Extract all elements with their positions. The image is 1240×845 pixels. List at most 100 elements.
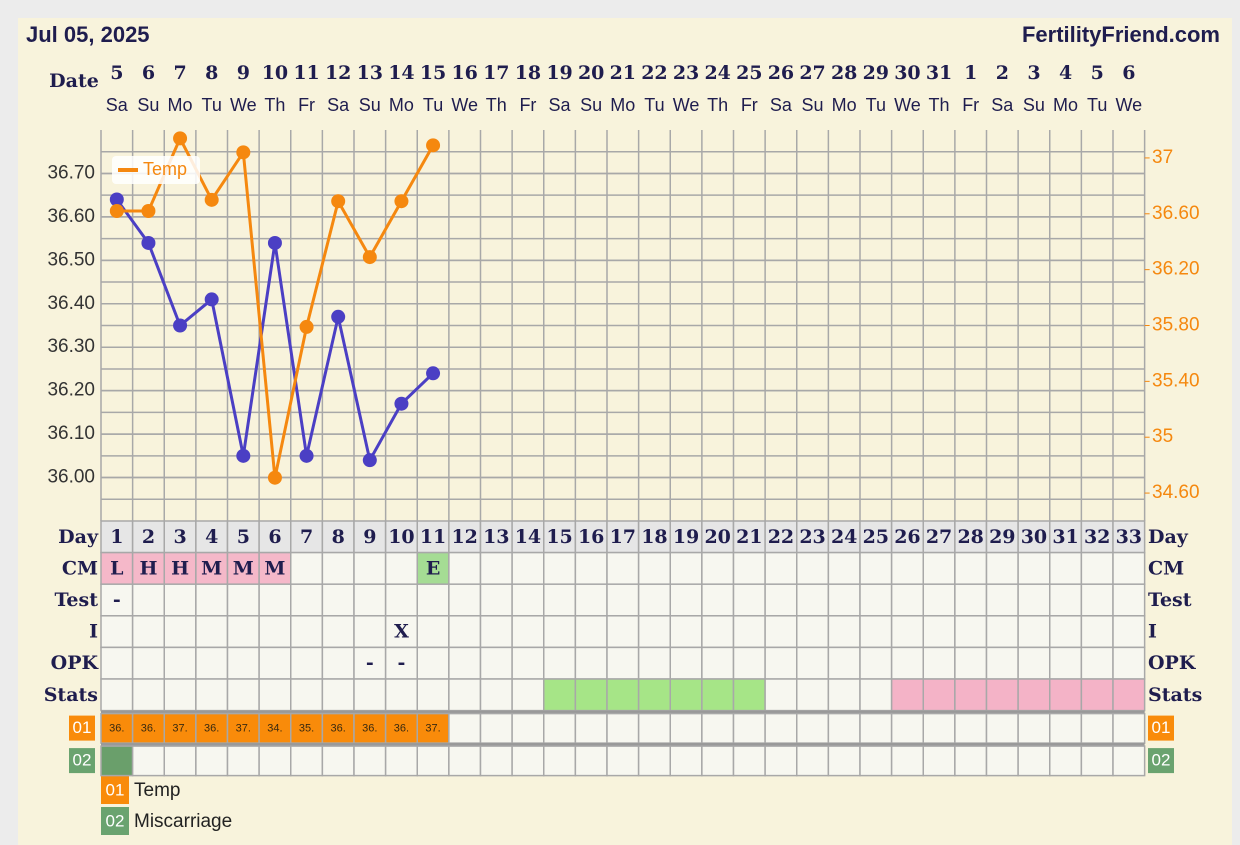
table-cell [985,520,1019,554]
table-cell [479,678,513,712]
table-cell [764,583,798,617]
table-cell [637,520,671,554]
custom-cell [1112,745,1146,777]
cell-text: 16 [578,526,604,548]
table-cell [1080,678,1114,712]
code-badge [69,748,95,774]
custom-cell [543,745,577,777]
table-cell [732,678,766,712]
y-tick-label: 36.30 [47,336,95,357]
custom-cell [195,712,229,744]
data-point [299,319,314,334]
date-label: 6 [1122,62,1135,84]
data-point [109,192,124,207]
weekday-label: We [673,95,700,115]
code-badge [69,715,95,741]
row-label: Test [54,589,98,611]
custom-cell [384,745,418,777]
table-cell [321,678,355,712]
custom-cell [764,745,798,777]
cell-text: H [139,557,157,579]
y-tick-label: 36.10 [47,423,95,444]
custom-cell [543,712,577,744]
cell-text: 32 [1084,526,1110,548]
table-cell [163,678,197,712]
custom-cell [574,712,608,744]
custom-cell-text: 36. [394,722,409,734]
table-cell [574,678,608,712]
table-cell [1112,551,1146,585]
weekday-label: Mo [389,95,414,115]
weekday-label: Mo [168,95,193,115]
date-label: 18 [515,62,541,84]
table-cell [163,615,197,649]
custom-cell [448,712,482,744]
table-cell [827,615,861,649]
custom-cell [890,712,924,744]
table-cell [1049,583,1083,617]
cell-text: 2 [142,526,155,548]
table-cell [416,583,450,617]
table-cell [384,678,418,712]
table-cell [100,551,134,585]
custom-cell [796,745,830,777]
weekday-label: Sa [106,95,129,115]
data-point [426,138,441,153]
date-label: 29 [863,62,889,84]
table-cell [574,551,608,585]
table-cell [796,583,830,617]
table-cell [479,615,513,649]
code-badge [1148,715,1174,741]
custom-cell [1049,712,1083,744]
custom-cell [985,745,1019,777]
weekday-label: Su [802,95,824,115]
table-cell [195,551,229,585]
table-cell [859,646,893,680]
table-cell [1112,583,1146,617]
date-label: 24 [704,62,730,84]
cell-text: 21 [736,526,762,548]
cell-text: 4 [205,526,218,548]
data-point [267,235,282,250]
custom-cell [479,712,513,744]
table-cell [448,583,482,617]
cell-text: M [201,557,222,579]
custom-cell-text: 36. [204,722,219,734]
table-cell [543,583,577,617]
y2-tick-label: 35.40 [1152,370,1200,391]
table-cell [1049,520,1083,554]
table-cell [764,646,798,680]
date-label: 25 [736,62,762,84]
weekday-label: Fr [741,95,758,115]
table-cell [543,678,577,712]
y2-tick-label: 37 [1152,147,1173,168]
date-label: 6 [142,62,155,84]
table-cell [131,678,165,712]
cell-text: 15 [546,526,572,548]
table-cell [669,583,703,617]
table-cell [384,520,418,554]
weekday-label: Th [486,95,507,115]
custom-cell [859,745,893,777]
cell-text: - [113,589,121,611]
date-label: 10 [262,62,288,84]
row-label-right: Day [1148,526,1189,548]
table-cell [669,615,703,649]
code-label: 02 [1152,751,1171,770]
table-cell [732,646,766,680]
row-label-right: CM [1148,557,1184,579]
table-cell [701,678,735,712]
weekday-label: Mo [832,95,857,115]
weekday-label: Sa [770,95,793,115]
table-cell [384,583,418,617]
row-label-right: Stats [1148,684,1202,706]
weekday-label: Su [359,95,381,115]
date-label: 8 [205,62,218,84]
custom-cell [1017,745,1051,777]
table-cell [796,646,830,680]
weekday-label: Mo [610,95,635,115]
table-cell [669,646,703,680]
table-cell [226,583,260,617]
date-label: 23 [673,62,699,84]
